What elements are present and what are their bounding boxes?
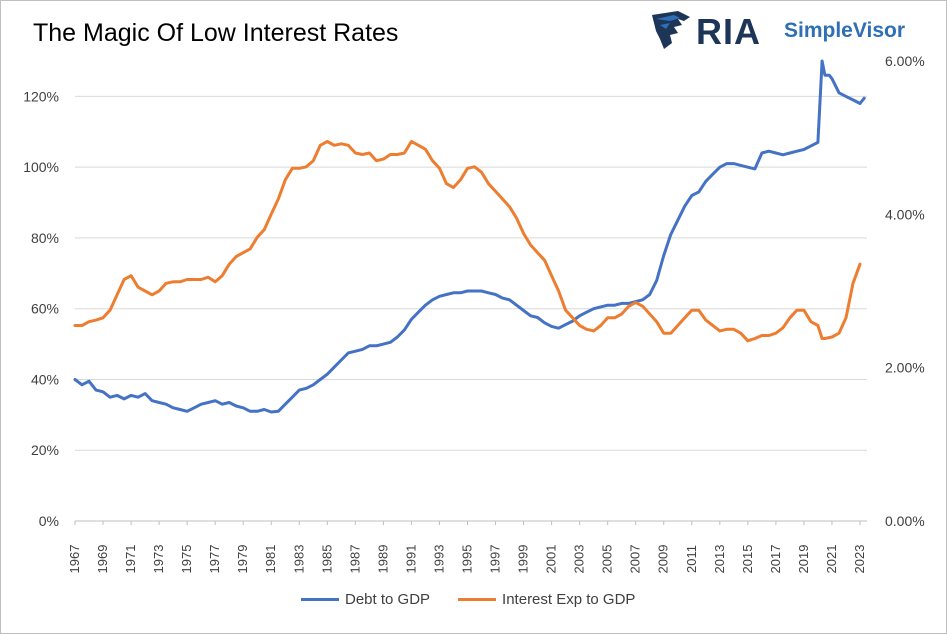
x-tick-label: 2009 — [656, 545, 671, 574]
x-tick-label: 1989 — [375, 545, 390, 574]
legend-swatch-debt — [301, 598, 339, 601]
chart-title: The Magic Of Low Interest Rates — [33, 19, 399, 47]
y-left-tick-label: 120% — [23, 88, 59, 104]
y-right-tick-label: 6.00% — [885, 53, 925, 69]
y-left-tick-label: 40% — [31, 371, 59, 387]
legend: Debt to GDP Interest Exp to GDP — [301, 591, 635, 608]
x-tick-label: 1979 — [235, 545, 250, 574]
x-tick-label: 1993 — [431, 545, 446, 574]
x-tick-label: 1995 — [459, 545, 474, 574]
x-tick-label: 2003 — [572, 545, 587, 574]
x-tick-label: 1973 — [151, 545, 166, 574]
x-tick-label: 1983 — [291, 545, 306, 574]
x-tick-label: 2019 — [796, 545, 811, 574]
x-tick-label: 2001 — [544, 545, 559, 574]
x-tick-label: 1971 — [123, 545, 138, 574]
series-line-interest — [73, 140, 862, 343]
x-tick-label: 1991 — [403, 545, 418, 574]
y-left-tick-label: 60% — [31, 301, 59, 317]
x-tick-label: 1981 — [263, 545, 278, 574]
eagle-logo-icon — [652, 11, 690, 49]
legend-item-debt: Debt to GDP — [301, 591, 430, 608]
y-left-tick-label: 100% — [23, 159, 59, 175]
x-tick-label: 2023 — [852, 545, 867, 574]
x-tick-label: 1977 — [207, 545, 222, 574]
x-tick-label: 1987 — [347, 545, 362, 574]
x-tick-label: 1985 — [319, 545, 334, 574]
x-tick-label: 1997 — [488, 545, 503, 574]
legend-swatch-interest — [458, 598, 497, 601]
x-tick-label: 2013 — [712, 545, 727, 574]
x-tick-label: 2021 — [824, 545, 839, 574]
y-right-tick-label: 0.00% — [885, 513, 925, 529]
x-tick-label: 2007 — [628, 545, 643, 574]
y-left-tick-label: 80% — [31, 230, 59, 246]
logo: RIA SimpleVisor — [646, 9, 916, 52]
x-tick-label: 2005 — [600, 545, 615, 574]
y-right-tick-label: 4.00% — [885, 206, 925, 222]
x-tick-label: 2015 — [740, 545, 755, 574]
logo-product-text: SimpleVisor — [784, 19, 905, 42]
series-line-debt — [73, 59, 866, 414]
x-tick-label: 2011 — [684, 545, 699, 573]
x-tick-label: 2017 — [768, 545, 783, 574]
x-tick-label: 1975 — [179, 545, 194, 574]
y-left-tick-label: 20% — [31, 442, 59, 458]
legend-label-debt: Debt to GDP — [345, 591, 431, 608]
logo-brand-text: RIA — [696, 11, 761, 52]
y-right-tick-label: 2.00% — [885, 360, 925, 376]
y-left-tick-label: 0% — [39, 513, 59, 529]
legend-label-interest: Interest Exp to GDP — [502, 591, 636, 608]
x-tick-label: 1969 — [95, 545, 110, 574]
x-tick-label: 1999 — [516, 545, 531, 574]
x-tick-label: 1967 — [67, 545, 82, 574]
legend-item-interest: Interest Exp to GDP — [458, 591, 635, 608]
